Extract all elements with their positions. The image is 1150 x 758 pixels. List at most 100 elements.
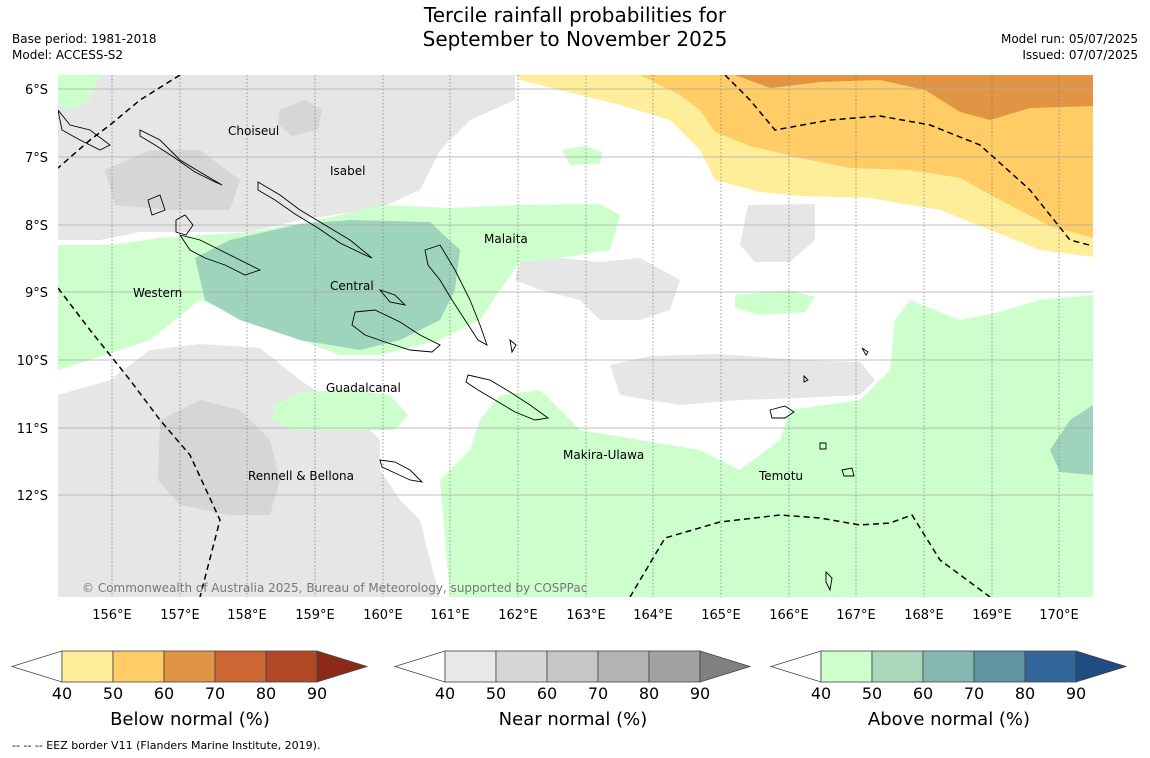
near-normal-legend-title: Near normal (%) xyxy=(498,709,648,730)
map-title: Tercile rainfall probabilities for Septe… xyxy=(0,3,1150,51)
lat-tick-label: 9°S xyxy=(25,286,48,301)
bougainville-tip xyxy=(58,109,111,151)
above-normal-tick-label: 70 xyxy=(964,684,984,700)
lon-tick-label: 164°E xyxy=(633,608,673,623)
eez-border-note: -- -- -- EEZ border V11 (Flanders Marine… xyxy=(12,739,321,752)
colour-legends: 40 50 60 70 80 90 40 50 60 70 80 90 40 50 60 70 80 90 xyxy=(10,650,1128,700)
above-normal-colour-swatch xyxy=(820,650,873,683)
lon-tick-label: 162°E xyxy=(498,608,538,623)
above-normal-50-60-region xyxy=(195,220,460,350)
below-normal-tick-label: 90 xyxy=(307,684,327,700)
below-normal-tick-label: 80 xyxy=(256,684,276,700)
near-normal-50-60-region xyxy=(158,400,280,515)
near-normal-tick-label: 60 xyxy=(537,684,557,700)
above-normal-small-region xyxy=(735,290,815,315)
above-normal-guadalcanal-region xyxy=(272,390,408,430)
province-label-isabel: Isabel xyxy=(330,164,365,178)
lon-tick-label: 166°E xyxy=(769,608,809,623)
below-normal-tick-label: 40 xyxy=(52,684,72,700)
lat-tick-label: 8°S xyxy=(25,219,48,234)
above-normal-south-region xyxy=(440,295,1093,597)
model-run-date: Model run: 05/07/2025 xyxy=(1000,32,1138,46)
title-line-2: September to November 2025 xyxy=(422,27,728,51)
near-normal-colour-swatch xyxy=(495,650,548,683)
above-normal-east-edge-region xyxy=(1050,405,1093,475)
small-island-4 xyxy=(825,570,833,592)
makira-island xyxy=(465,374,550,421)
near-normal-colour-swatch xyxy=(444,650,497,683)
model-info: Base period: 1981-2018 Model: ACCESS-S2 xyxy=(12,31,157,63)
guadalcanal-island xyxy=(351,309,441,353)
below-normal-colour-swatch xyxy=(61,650,114,683)
below-normal-legend-title: Below normal (%) xyxy=(110,709,270,730)
longitude-tick-labels: 156°E 157°E 158°E 159°E 160°E 161°E 162°… xyxy=(92,608,1079,623)
gridlines xyxy=(111,75,1060,597)
below-normal-tick-label: 50 xyxy=(103,684,123,700)
above-normal-high-end-triangle xyxy=(1075,650,1128,683)
near-normal-east-region-1 xyxy=(610,354,875,405)
near-normal-colour-swatch xyxy=(648,650,701,683)
province-label-central: Central xyxy=(330,279,374,293)
lon-tick-label: 167°E xyxy=(836,608,876,623)
small-island-1 xyxy=(819,442,827,450)
below-normal-colour-bar: 40 50 60 70 80 90 xyxy=(10,650,369,700)
map-area xyxy=(58,75,1093,597)
lon-tick-label: 165°E xyxy=(701,608,741,623)
small-island-6 xyxy=(509,338,517,354)
above-normal-low-end-triangle xyxy=(769,650,822,683)
above-normal-tick-label: 50 xyxy=(862,684,882,700)
below-normal-colour-swatch xyxy=(265,650,318,683)
above-normal-colour-swatch xyxy=(1024,650,1077,683)
above-normal-tick-label: 60 xyxy=(913,684,933,700)
near-normal-colour-swatch xyxy=(597,650,650,683)
small-island-3 xyxy=(803,374,809,383)
near-normal-low-end-triangle xyxy=(393,650,446,683)
near-normal-tick-label: 90 xyxy=(690,684,710,700)
below-normal-colour-swatch xyxy=(112,650,165,683)
near-normal-tick-label: 40 xyxy=(435,684,455,700)
lat-tick-label: 12°S xyxy=(17,489,48,504)
near-normal-north-50-region xyxy=(105,150,240,210)
lon-tick-label: 168°E xyxy=(904,608,944,623)
below-normal-colour-swatch xyxy=(214,650,267,683)
near-normal-tick-label: 50 xyxy=(486,684,506,700)
near-normal-colour-bar: 40 50 60 70 80 90 xyxy=(393,650,752,700)
near-normal-central-region xyxy=(515,258,680,320)
lon-tick-label: 158°E xyxy=(227,608,267,623)
rainfall-map: Choiseul Isabel Malaita Western Central … xyxy=(10,75,1128,700)
florida-islands xyxy=(378,289,407,306)
near-normal-small-region xyxy=(278,100,322,136)
below-normal-colour-swatch xyxy=(163,650,216,683)
province-label-temotu: Temotu xyxy=(758,469,803,483)
above-normal-tick-label: 90 xyxy=(1066,684,1086,700)
above-normal-nw-region xyxy=(58,75,100,110)
latitude-lines xyxy=(58,88,1093,496)
shortland-island xyxy=(147,194,166,216)
below-normal-60-70-region xyxy=(735,75,1093,120)
latitude-tick-labels: 6°S 7°S 8°S 9°S 10°S 11°S 12°S xyxy=(17,83,48,504)
lat-tick-label: 7°S xyxy=(25,151,48,166)
islands xyxy=(58,109,869,592)
base-period: Base period: 1981-2018 xyxy=(12,32,157,46)
lat-tick-label: 6°S xyxy=(25,83,48,98)
near-normal-tick-label: 70 xyxy=(588,684,608,700)
province-labels: Choiseul Isabel Malaita Western Central … xyxy=(133,124,803,483)
lon-tick-label: 170°E xyxy=(1039,608,1079,623)
above-normal-tick-label: 80 xyxy=(1015,684,1035,700)
near-normal-tick-label: 80 xyxy=(639,684,659,700)
province-label-guadalcanal: Guadalcanal xyxy=(326,381,401,395)
issue-info: Model run: 05/07/2025 Issued: 07/07/2025 xyxy=(1001,31,1138,63)
province-label-choiseul: Choiseul xyxy=(228,124,279,138)
copyright-note: © Commonwealth of Australia 2025, Bureau… xyxy=(82,581,587,595)
rennell-island xyxy=(379,459,424,483)
above-normal-tick-label: 40 xyxy=(811,684,831,700)
below-normal-tick-label: 70 xyxy=(205,684,225,700)
province-label-malaita: Malaita xyxy=(484,232,528,246)
above-normal-colour-bar: 40 50 60 70 80 90 xyxy=(769,650,1128,700)
eez-border xyxy=(58,75,1093,597)
model-name: Model: ACCESS-S2 xyxy=(12,48,124,62)
choiseul-island xyxy=(139,129,223,186)
lat-tick-label: 11°S xyxy=(17,422,48,437)
lon-tick-label: 159°E xyxy=(295,608,335,623)
small-island-5 xyxy=(861,347,869,356)
